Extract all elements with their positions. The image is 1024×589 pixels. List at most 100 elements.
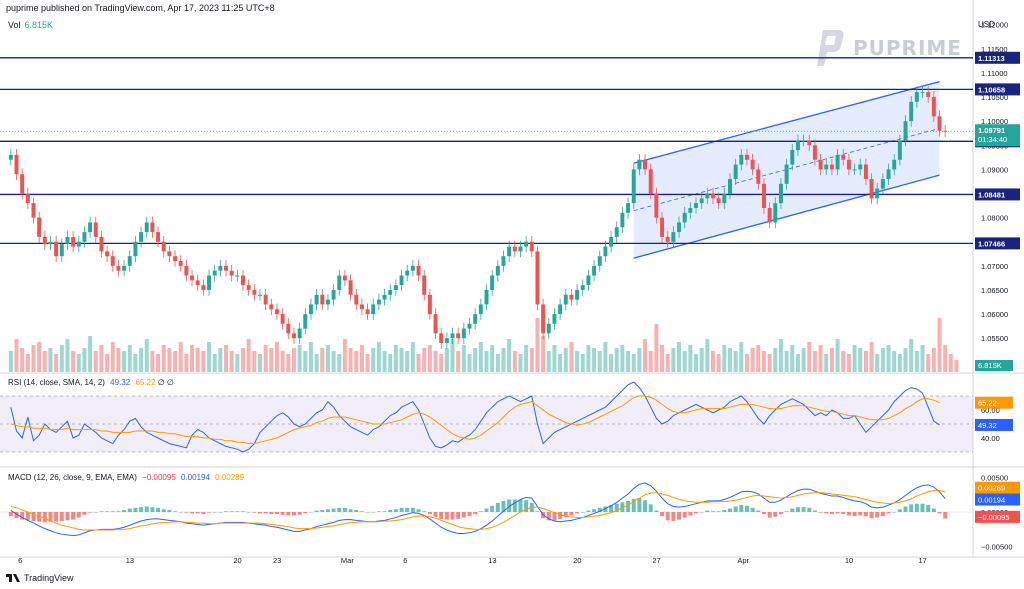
candle-body — [569, 294, 574, 300]
volume-bar — [733, 351, 738, 372]
volume-bar — [558, 354, 563, 372]
macd-histogram-bar — [433, 512, 438, 517]
candle-body — [359, 304, 364, 310]
macd-histogram-bar — [359, 511, 364, 512]
macd-histogram-bar — [14, 512, 19, 519]
volume-bar — [541, 336, 546, 372]
volume-bar — [603, 342, 608, 372]
candle-body — [82, 232, 87, 242]
volume-bar — [767, 354, 772, 372]
current-price-tag — [975, 124, 1020, 147]
candle-body — [59, 244, 64, 257]
volume-bar — [626, 351, 631, 372]
volume-bar — [569, 342, 574, 372]
macd-histogram-bar — [824, 512, 829, 514]
candle-body — [818, 159, 823, 170]
volume-bar — [252, 351, 257, 372]
macd-histogram-bar — [303, 512, 308, 514]
volume-bar — [167, 348, 172, 372]
macd-histogram-bar — [846, 512, 851, 516]
candle-body — [875, 188, 880, 199]
macd-histogram-bar — [376, 511, 381, 512]
volume-bar — [886, 345, 891, 372]
macd-histogram-bar — [167, 509, 172, 512]
macd-histogram-bar — [631, 498, 636, 512]
level-tag-label: 1.08481 — [978, 190, 1005, 199]
brand-name: PUPRIME — [853, 36, 962, 60]
volume-bar — [246, 339, 251, 372]
macd-histogram-bar — [761, 512, 766, 515]
candle-body — [852, 169, 857, 171]
candle-body — [824, 164, 829, 170]
volume-bar — [235, 354, 240, 372]
candle-body — [495, 265, 500, 276]
volume-bar — [880, 348, 885, 372]
macd-histogram-bar — [54, 512, 59, 522]
macd-histogram-bar — [569, 512, 574, 516]
volume-bar — [433, 351, 438, 372]
brand-mark-icon — [817, 30, 844, 66]
macd-histogram-bar — [767, 512, 772, 518]
candle-body — [388, 289, 393, 295]
macd-histogram-bar — [258, 512, 262, 514]
volume-bar — [841, 351, 846, 372]
volume-bar — [224, 345, 228, 372]
macd-histogram-bar — [558, 512, 563, 519]
macd-histogram-bar — [931, 508, 936, 512]
rsi-ma-tag-label: 65.22 — [978, 399, 997, 408]
macd-histogram-bar — [829, 512, 834, 515]
candle-body — [920, 92, 925, 94]
macd-histogram-bar — [263, 512, 268, 514]
volume-bar — [665, 354, 670, 372]
rsi-legend-value: 49.32 — [110, 378, 131, 387]
volume-bar — [427, 345, 432, 372]
macd-histogram-bar — [224, 511, 228, 512]
candle-body — [393, 285, 398, 290]
current-price-label: 1.09791 — [978, 126, 1005, 135]
footer-label[interactable]: TradingView — [24, 573, 74, 583]
volume-bar — [212, 354, 217, 372]
candle-body — [739, 154, 744, 165]
candle-body — [416, 265, 421, 276]
macd-histogram-bar — [756, 510, 761, 512]
macd-histogram-bar — [365, 512, 370, 513]
candle-body — [535, 251, 540, 305]
macd-histogram-bar — [308, 512, 313, 513]
candle-body — [314, 294, 319, 305]
level-tag — [975, 237, 1020, 250]
candle-body — [308, 304, 313, 315]
candle-body — [337, 275, 342, 290]
macd-histogram-bar — [382, 511, 387, 512]
macd-histogram-bar — [733, 506, 738, 512]
volume-bar — [801, 348, 806, 372]
channel-mid-line — [633, 127, 940, 212]
volume-bar — [20, 348, 25, 372]
volume-bar — [218, 348, 223, 372]
macd-histogram-bar — [178, 512, 183, 513]
volume-bar — [648, 351, 653, 372]
macd-histogram-bar — [694, 512, 698, 514]
candle-body — [484, 289, 489, 305]
candle-body — [382, 294, 387, 300]
macd-histogram-bar — [518, 499, 523, 512]
volume-bar — [478, 342, 483, 372]
macd-histogram-bar — [858, 512, 863, 516]
candle-body — [807, 140, 812, 146]
macd-histogram-bar — [269, 512, 274, 515]
macd-histogram-bar — [371, 512, 376, 513]
macd-histogram-bar — [897, 509, 902, 512]
candle-body — [439, 333, 444, 344]
rsi-tag-label: 49.32 — [978, 421, 997, 430]
brand-logo: PUPRIME — [813, 28, 961, 72]
volume-bar — [258, 354, 262, 372]
volume-bar — [507, 339, 512, 372]
volume-bar — [892, 351, 897, 372]
macd-histogram-bar — [461, 512, 466, 518]
macd-histogram-bar — [597, 507, 602, 512]
macd-histogram-bar — [660, 512, 665, 517]
candle-body — [291, 333, 296, 339]
candle-body — [541, 304, 546, 334]
macd-histogram-bar — [744, 505, 749, 512]
candle-body — [614, 227, 619, 237]
